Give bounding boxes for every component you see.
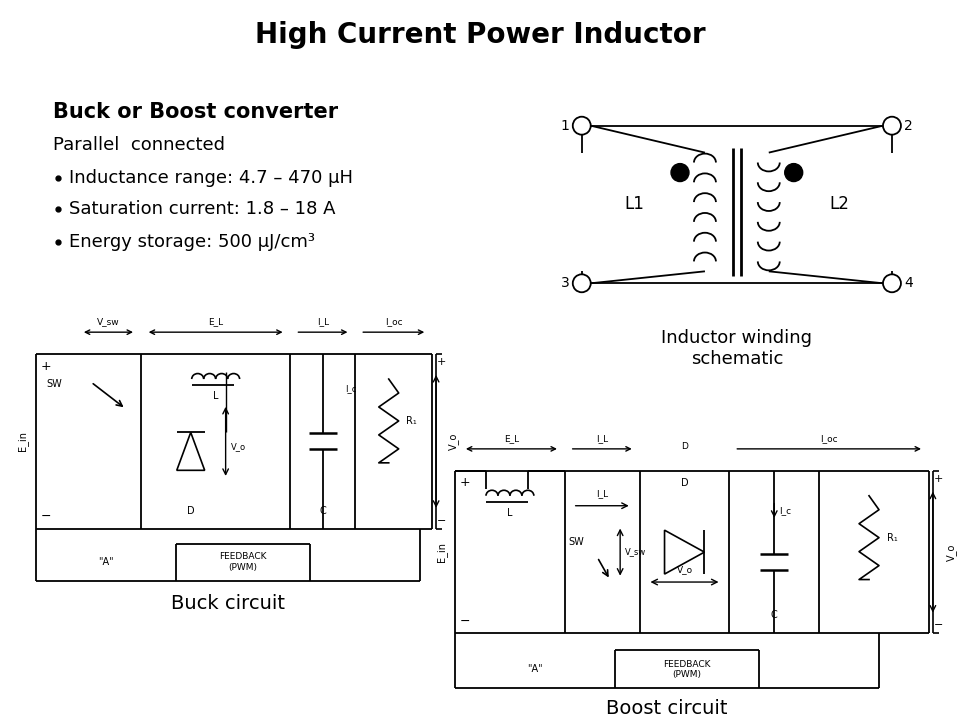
Text: FEEDBACK
(PWM): FEEDBACK (PWM) — [219, 552, 267, 572]
Text: 4: 4 — [904, 276, 913, 290]
Text: D: D — [187, 505, 195, 516]
Text: I_c: I_c — [780, 506, 791, 516]
Text: Buck or Boost converter: Buck or Boost converter — [53, 102, 338, 122]
Text: V_o: V_o — [946, 544, 957, 561]
Text: C: C — [771, 611, 778, 621]
Text: +: + — [934, 474, 944, 484]
Text: E_L: E_L — [208, 318, 224, 326]
Text: I_c: I_c — [345, 384, 356, 394]
Text: SW: SW — [46, 379, 61, 389]
Text: I_L: I_L — [596, 434, 609, 443]
Text: R₁: R₁ — [887, 533, 898, 543]
Text: Energy storage: 500 μJ/cm³: Energy storage: 500 μJ/cm³ — [69, 233, 315, 251]
Text: L2: L2 — [829, 196, 849, 214]
Text: Buck circuit: Buck circuit — [171, 594, 285, 613]
Text: +: + — [460, 477, 470, 490]
Text: 1: 1 — [561, 119, 570, 132]
Text: Inductor winding
schematic: Inductor winding schematic — [661, 329, 812, 368]
Text: −: − — [460, 615, 470, 628]
Text: I_oc: I_oc — [385, 318, 402, 326]
Text: Parallel  connected: Parallel connected — [53, 135, 225, 153]
Circle shape — [671, 163, 689, 181]
Text: −: − — [934, 621, 944, 631]
Text: E_in: E_in — [436, 542, 446, 562]
Text: V_o: V_o — [448, 433, 459, 450]
Text: +: + — [41, 359, 52, 372]
Text: V_o: V_o — [677, 565, 692, 574]
Text: SW: SW — [568, 537, 585, 547]
Text: R₁: R₁ — [406, 416, 417, 426]
Text: C: C — [320, 505, 326, 516]
Text: V_sw: V_sw — [625, 548, 646, 557]
Text: D: D — [681, 478, 688, 487]
Text: 3: 3 — [561, 276, 570, 290]
Text: FEEDBACK
(PWM): FEEDBACK (PWM) — [663, 660, 710, 679]
Text: I_L: I_L — [317, 318, 329, 326]
Text: Boost circuit: Boost circuit — [607, 698, 728, 718]
Text: L: L — [213, 391, 219, 401]
Circle shape — [784, 163, 803, 181]
Text: Saturation current: 1.8 – 18 A: Saturation current: 1.8 – 18 A — [69, 200, 336, 218]
Text: I_L: I_L — [596, 489, 609, 498]
Text: −: − — [437, 516, 446, 526]
Text: L: L — [507, 508, 513, 518]
Text: +: + — [437, 357, 446, 367]
Text: High Current Power Inductor: High Current Power Inductor — [254, 21, 706, 49]
Text: E_L: E_L — [504, 434, 519, 443]
Text: "A": "A" — [527, 665, 542, 675]
Text: 2: 2 — [904, 119, 913, 132]
Text: D: D — [681, 442, 688, 451]
Text: V_sw: V_sw — [97, 318, 120, 326]
Text: V_o: V_o — [230, 442, 246, 451]
Text: I_oc: I_oc — [820, 434, 838, 443]
Text: −: − — [41, 510, 52, 523]
Text: Inductance range: 4.7 – 470 μH: Inductance range: 4.7 – 470 μH — [69, 168, 353, 186]
Text: L1: L1 — [625, 196, 644, 214]
Text: E_in: E_in — [16, 431, 28, 451]
Text: "A": "A" — [98, 557, 113, 567]
